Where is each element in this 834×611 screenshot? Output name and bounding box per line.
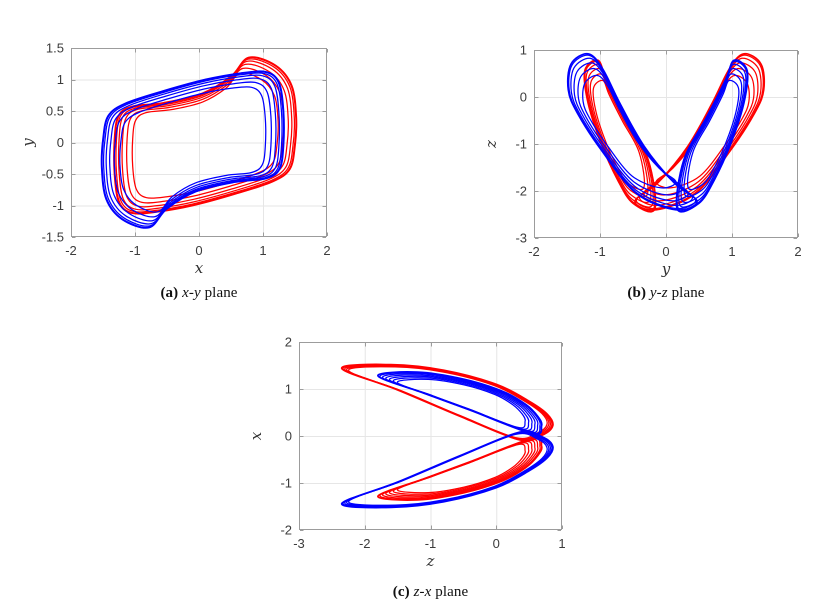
y-tick-label: 0.5 — [46, 104, 64, 119]
y-tick-label: -3 — [515, 231, 527, 246]
caption-c-pair: z-x — [413, 584, 432, 600]
y-tick-label: -2 — [280, 523, 292, 538]
attractor-blue-upper-inner — [377, 371, 543, 435]
y-tick-label: -1 — [52, 198, 64, 213]
axes-box — [534, 50, 799, 239]
y-tick-label: 1 — [285, 382, 292, 397]
caption-b-pair: y-z — [649, 285, 668, 301]
tick-labels: -2 -1 0 1 2-3-2-101 — [515, 43, 801, 260]
x-tick-label: -1 — [594, 244, 606, 259]
x-tick-label: 0 — [493, 536, 500, 551]
attractor-blue-right-lobe — [675, 59, 749, 213]
caption-c-label: (c) — [392, 584, 410, 600]
caption-a-label: (a) — [160, 285, 179, 301]
x-tick-label: -2 — [359, 536, 371, 551]
caption-a-suffix: plane — [204, 285, 238, 301]
x-tick-label: 2 — [794, 244, 801, 259]
y-tick-label: -1 — [515, 137, 527, 152]
attractor-red-lower-inner — [377, 436, 543, 501]
caption-a-pair: x-y — [182, 285, 201, 301]
attractor-blue-left-lobe — [566, 52, 698, 211]
y-tick-label: 1 — [57, 72, 64, 87]
y-tick-label: -1.5 — [42, 230, 64, 245]
x-tick-label: -2 — [528, 244, 540, 259]
attractor-blue-lower-crescent — [340, 430, 554, 509]
subplot-xy-plane: -2 -1 0 1 2 -1.5 -1 -0.5 0 0.5 1 1.5 x y — [19, 41, 331, 278]
x-tick-label: -1 — [425, 536, 437, 551]
x-tick-label: 1 — [728, 244, 735, 259]
subplot-yz-plane: -2 -1 0 1 2 -3 -2 -1 0 1 y z — [482, 43, 802, 279]
y-tick-label: -0.5 — [42, 167, 64, 182]
y-tick-label: 1 — [520, 43, 527, 58]
y-tick-label: -1 — [280, 476, 292, 491]
y-tick-label: 1.5 — [46, 41, 64, 56]
y-tick-label: 2 — [285, 335, 292, 350]
x-axis-label: y — [661, 260, 671, 278]
x-tick-label: 1 — [259, 243, 266, 258]
x-axis-label: z — [426, 552, 435, 570]
caption-c-suffix: plane — [435, 584, 469, 600]
y-axis-label: x — [247, 431, 265, 440]
plot-area-xy: -2 -1 0 1 2 -1.5 -1 -0.5 0 0.5 1 1.5 x y — [19, 41, 331, 278]
y-axis-label: z — [482, 140, 500, 149]
axes-box — [299, 342, 563, 531]
caption-a: (a) x-y plane — [71, 285, 327, 302]
grid — [534, 50, 798, 238]
y-tick-label: -2 — [515, 184, 527, 199]
caption-b-label: (b) — [627, 285, 647, 301]
x-tick-label: 1 — [558, 536, 565, 551]
x-tick-label: -2 — [65, 243, 77, 258]
y-tick-label: 0 — [57, 135, 64, 150]
tick-labels: -2 -1 0 1 2 -1.5 -1 -0.5 0 0.5 1 1.5 — [42, 41, 331, 259]
attractor-blue — [100, 70, 285, 229]
x-tick-label: 0 — [195, 243, 202, 258]
x-tick-label: 0 — [662, 244, 669, 259]
axes-box — [71, 48, 328, 238]
attractor-red — [113, 56, 298, 215]
caption-b-suffix: plane — [671, 285, 705, 301]
subplot-zx-plane: -3 -2 -1 0 1 -2 -1 0 1 2 z x — [247, 335, 566, 571]
caption-b: (b) y-z plane — [534, 285, 798, 302]
attractor-red-upper-crescent — [340, 363, 554, 442]
x-tick-label: 2 — [323, 243, 330, 258]
x-tick-label: -1 — [129, 243, 141, 258]
grid — [71, 48, 327, 237]
y-axis-label: y — [19, 138, 37, 148]
y-tick-label: 0 — [520, 90, 527, 105]
y-tick-label: 0 — [285, 429, 292, 444]
x-tick-label: -3 — [293, 536, 305, 551]
x-axis-label: x — [195, 259, 204, 277]
caption-c: (c) z-x plane — [299, 584, 562, 601]
